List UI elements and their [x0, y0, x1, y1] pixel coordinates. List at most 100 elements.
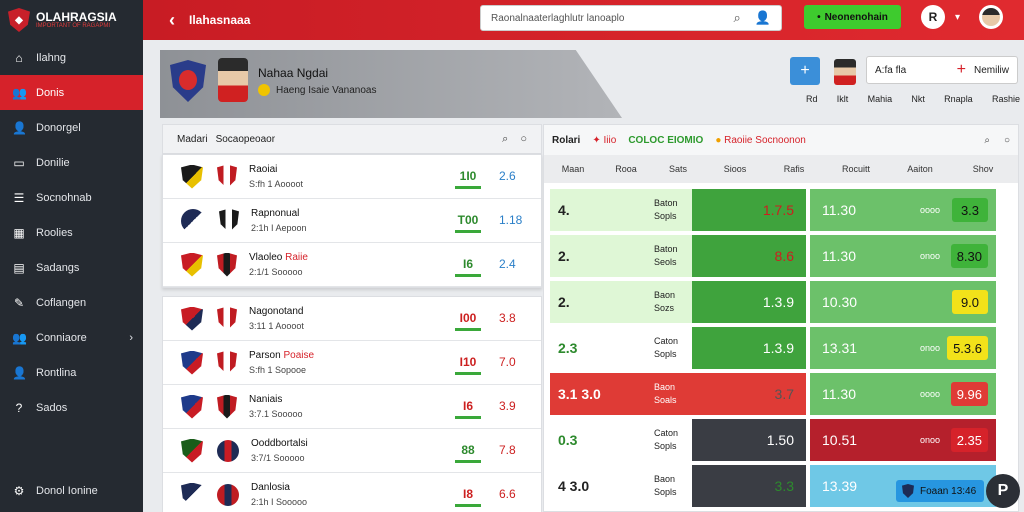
control-label[interactable]: Rd: [806, 94, 818, 104]
live-chip[interactable]: Foaan 13:46: [896, 480, 984, 502]
odds-pill[interactable]: 9.0: [952, 290, 988, 314]
sidebar-item[interactable]: 👥 Donis: [0, 75, 143, 110]
odds-value[interactable]: 7.0: [499, 355, 516, 369]
odds-right-cell[interactable]: 11.30 oooo 9.96: [810, 373, 996, 415]
player-thumbnail[interactable]: [834, 59, 856, 85]
odds-value[interactable]: 2.4: [499, 257, 516, 271]
column-header[interactable]: Shov: [972, 164, 994, 174]
sidebar-item[interactable]: ? Sados: [0, 390, 143, 425]
column-header[interactable]: Aaiton: [907, 164, 933, 174]
odds-mid-cell[interactable]: 1.3.9: [692, 281, 806, 323]
column-header[interactable]: Sats: [668, 164, 687, 174]
odds-box[interactable]: 1I0: [455, 165, 481, 189]
odds-value[interactable]: 7.8: [499, 443, 516, 457]
search-icon[interactable]: ⌕: [733, 10, 741, 25]
chevron-down-icon[interactable]: ▾: [955, 12, 961, 23]
filter-box[interactable]: A:fa fla + Nemiliw: [866, 56, 1018, 84]
control-label[interactable]: Iklt: [836, 94, 849, 104]
odds-box[interactable]: I10: [455, 351, 481, 375]
odds-box[interactable]: I6: [455, 253, 481, 277]
odds-row[interactable]: 0.3 Caton Sopls 1.50 10.51 onoo 2.35: [550, 419, 1014, 461]
odds-right-cell[interactable]: 10.51 onoo 2.35: [810, 419, 996, 461]
odds-right-cell[interactable]: 11.30 onoo 8.30: [810, 235, 996, 277]
odds-row[interactable]: 2. Baon Sozs 1.3.9 10.30 9.0: [550, 281, 1014, 323]
add-button[interactable]: +: [790, 57, 820, 85]
control-label[interactable]: Mahia: [867, 94, 893, 104]
odds-box[interactable]: I8: [455, 483, 481, 507]
match-row[interactable]: Naniais 3:7.1 Sooooo I6 3.9: [163, 385, 541, 429]
odds-mid-cell[interactable]: 3.3: [692, 465, 806, 507]
column-header[interactable]: Maan: [561, 164, 585, 174]
sidebar-item[interactable]: ✎ Coflangen: [0, 285, 143, 320]
odds-label-cell[interactable]: 4. Baton Sopls: [550, 189, 692, 231]
match-row[interactable]: Vlaoleo Raiie 2:1/1 Sooooo I6 2.4: [163, 243, 541, 287]
sidebar-item[interactable]: 👤 Donorgel: [0, 110, 143, 145]
sidebar-item[interactable]: ⌂ Ilahng: [0, 40, 143, 75]
odds-value[interactable]: 6.6: [499, 487, 516, 501]
primary-action-button[interactable]: • Neonenohain: [804, 5, 901, 29]
control-label[interactable]: Nkt: [911, 94, 925, 104]
odds-row[interactable]: 3.1 3.0 Baon Soals 3.7 11.30 oooo 9.96: [550, 373, 1014, 415]
match-row[interactable]: Danlosia 2:1h I Sooooo I8 6.6: [163, 473, 541, 512]
odds-box[interactable]: 88: [455, 439, 481, 463]
circle-icon[interactable]: ○: [520, 132, 527, 145]
control-label[interactable]: Rnapla: [944, 94, 973, 104]
search-input[interactable]: Raonalnaaterlaghlutr lanoaplo ⌕ 👤: [480, 5, 782, 31]
odds-box[interactable]: I6: [455, 395, 481, 419]
column-header[interactable]: Rocuitt: [841, 164, 870, 174]
match-row[interactable]: Rapnonual 2:1h I Aepoon T00 1.18: [163, 199, 541, 243]
back-arrow-icon[interactable]: ‹: [169, 9, 175, 30]
odds-pill[interactable]: 8.30: [950, 244, 988, 268]
odds-row[interactable]: 2.3 Caton Sopls 1.3.9 13.31 onoo 5.3.6: [550, 327, 1014, 369]
odds-box[interactable]: T00: [455, 209, 481, 233]
odds-label-cell[interactable]: 2. Baton Seols: [550, 235, 692, 277]
app-logo[interactable]: ◆ OLAHRAGSIA IMPORTANT OF RAGAPMI: [0, 0, 143, 40]
odds-label-cell[interactable]: 4 3.0 Baon Sopls: [550, 465, 692, 507]
sidebar-item-bottom[interactable]: ⚙ Donol Ionine: [0, 473, 143, 508]
control-label[interactable]: Rashie: [991, 94, 1020, 104]
sidebar-item[interactable]: ▭ Donilie: [0, 145, 143, 180]
odds-label-cell[interactable]: 2. Baon Sozs: [550, 281, 692, 323]
odds-label-cell[interactable]: 2.3 Caton Sopls: [550, 327, 692, 369]
odds-pill[interactable]: 3.3: [952, 198, 988, 222]
column-header[interactable]: Rafis: [783, 164, 805, 174]
odds-mid-cell[interactable]: 8.6: [692, 235, 806, 277]
odds-mid-cell[interactable]: 3.7: [692, 373, 806, 415]
circle-icon[interactable]: ○: [1003, 134, 1010, 146]
profile-avatar[interactable]: [979, 5, 1003, 29]
odds-pill[interactable]: 2.35: [950, 428, 988, 452]
match-row[interactable]: Nagonotand 3:11 1 Aoooot I00 3.8: [163, 297, 541, 341]
odds-row[interactable]: 4. Baton Sopls 1.7.5 11.30 oooo 3.3: [550, 189, 1014, 231]
match-row[interactable]: Parson Poaise S:fh 1 Sopooe I10 7.0: [163, 341, 541, 385]
floating-action-button[interactable]: P: [986, 474, 1020, 508]
user-avatar-button[interactable]: R: [921, 5, 945, 29]
odds-value[interactable]: 3.9: [499, 399, 516, 413]
user-icon[interactable]: 👤: [754, 10, 771, 25]
column-header[interactable]: Sioos: [723, 164, 747, 174]
odds-value[interactable]: 3.8: [499, 311, 516, 325]
odds-label-cell[interactable]: 0.3 Caton Sopls: [550, 419, 692, 461]
odds-mid-cell[interactable]: 1.3.9: [692, 327, 806, 369]
odds-right-cell[interactable]: 11.30 oooo 3.3: [810, 189, 996, 231]
match-row[interactable]: Ooddbortalsi 3:7/1 Sooooo 88 7.8: [163, 429, 541, 473]
odds-value[interactable]: 1.18: [499, 213, 523, 227]
odds-label-cell[interactable]: 3.1 3.0 Baon Soals: [550, 373, 692, 415]
odds-right-cell[interactable]: 10.30 9.0: [810, 281, 996, 323]
column-header[interactable]: Rooa: [615, 164, 637, 174]
odds-mid-cell[interactable]: 1.7.5: [692, 189, 806, 231]
odds-pill[interactable]: 5.3.6: [947, 336, 988, 360]
odds-value[interactable]: 2.6: [499, 169, 516, 183]
odds-row[interactable]: 2. Baton Seols 8.6 11.30 onoo 8.30: [550, 235, 1014, 277]
red-plus-icon[interactable]: +: [956, 61, 966, 78]
sidebar-item[interactable]: 👤 Rontlina: [0, 355, 143, 390]
sidebar-item[interactable]: ☰ Socnohnab: [0, 180, 143, 215]
sidebar-item[interactable]: ▦ Roolies: [0, 215, 143, 250]
odds-box[interactable]: I00: [455, 307, 481, 331]
sidebar-item[interactable]: 👥 Conniaore ›: [0, 320, 143, 355]
search-icon[interactable]: ⌕: [502, 132, 509, 145]
search-icon[interactable]: ⌕: [984, 134, 990, 146]
odds-right-cell[interactable]: 13.31 onoo 5.3.6: [810, 327, 996, 369]
odds-pill[interactable]: 9.96: [950, 382, 988, 406]
sidebar-item[interactable]: ▤ Sadangs: [0, 250, 143, 285]
match-row[interactable]: Raoiai S:fh 1 Aoooot 1I0 2.6: [163, 155, 541, 199]
